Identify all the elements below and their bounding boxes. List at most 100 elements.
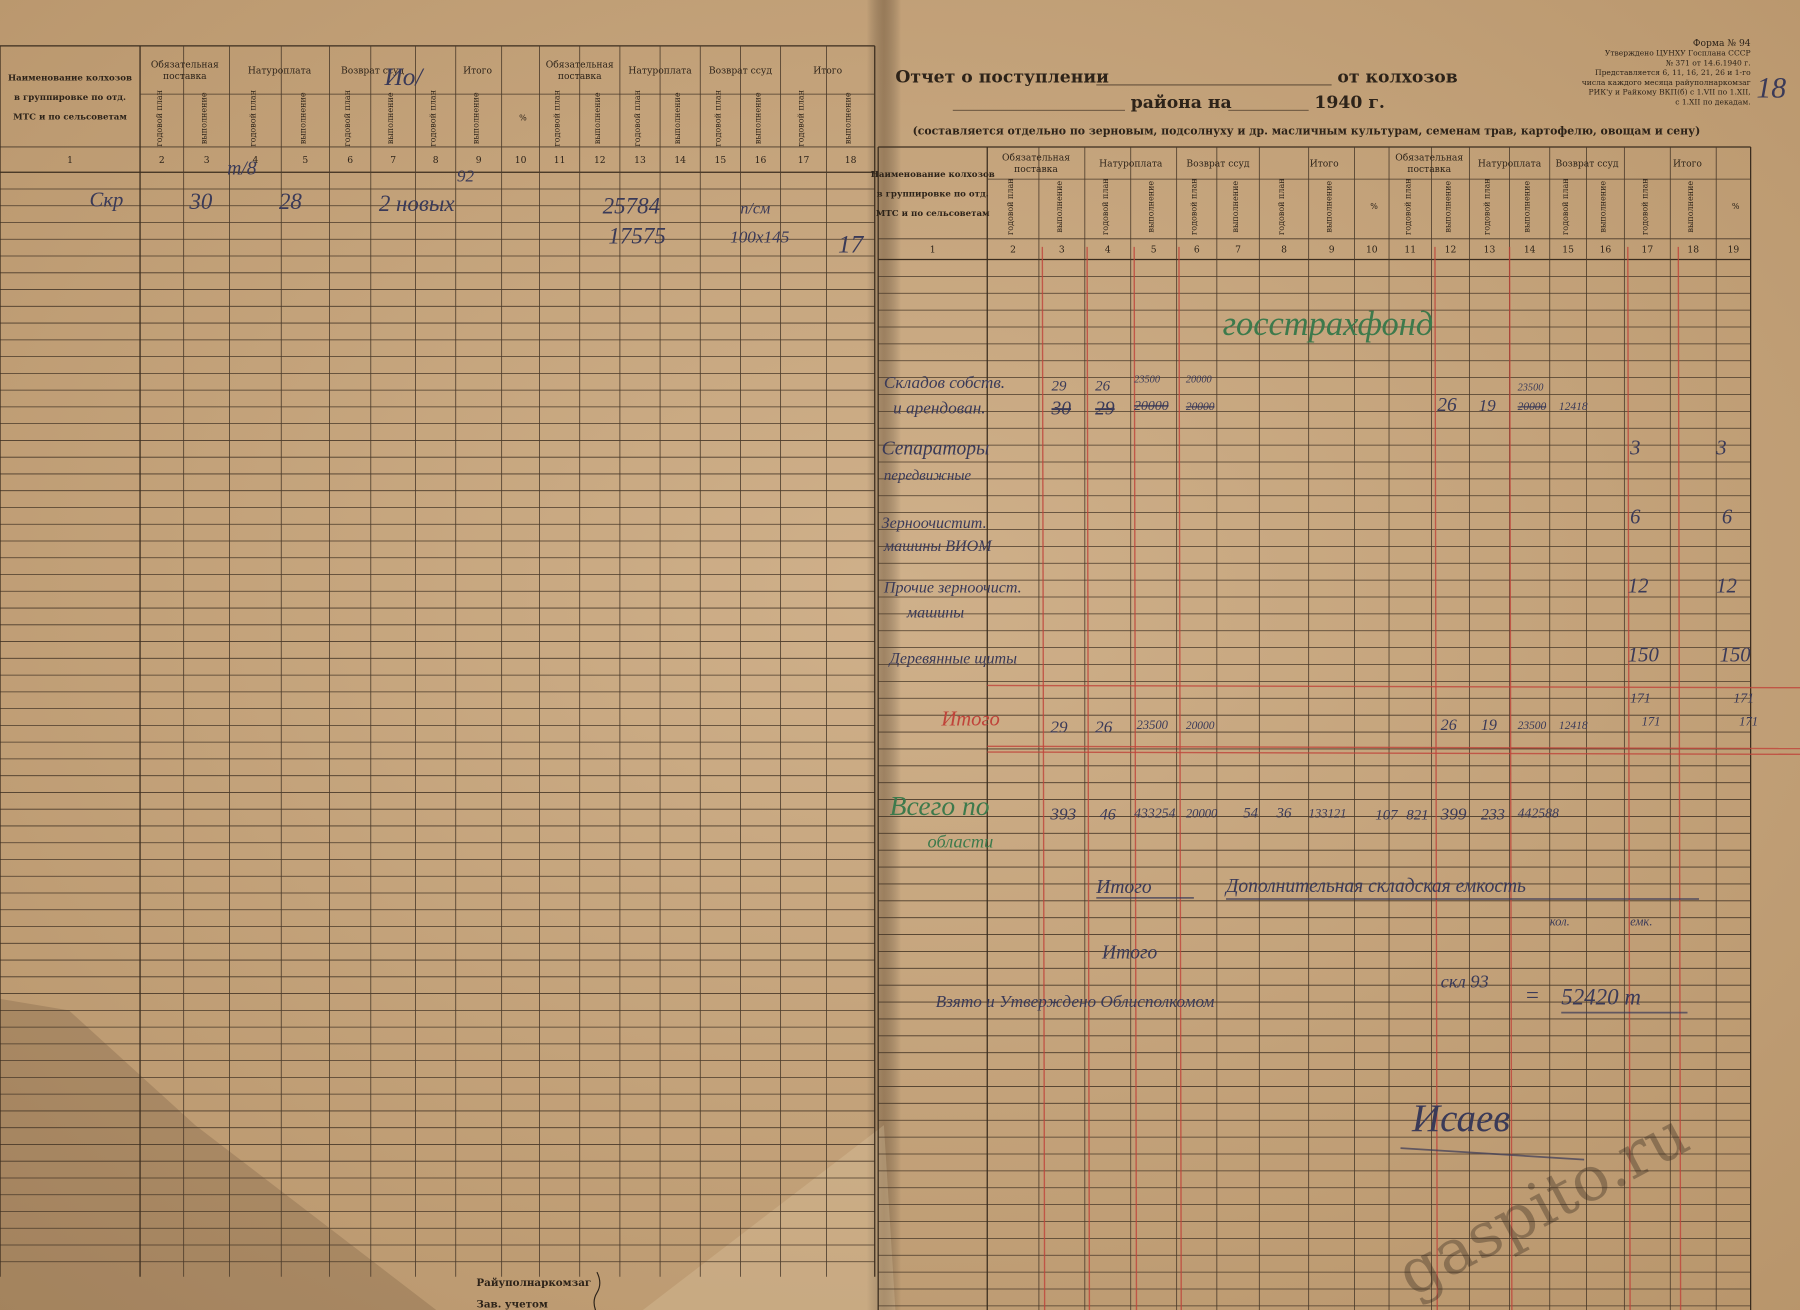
column-number: 3 xyxy=(204,155,210,166)
rule-line xyxy=(1133,246,1138,1310)
handwritten-entry: Складов собств. xyxy=(884,373,1005,392)
handwritten-entry: Взято и Утверждено Облисполкомом xyxy=(936,992,1215,1011)
handwritten-entry: 12418 xyxy=(1559,720,1588,732)
rule-line xyxy=(987,751,1800,756)
group-header: Итого xyxy=(1673,158,1702,169)
hand-underline xyxy=(1400,1147,1585,1161)
handwritten-entry: 29 xyxy=(1095,398,1115,419)
handwritten-entry: 100х145 xyxy=(730,227,790,246)
group-header: Обязательная xyxy=(546,60,614,71)
rule-line xyxy=(1086,246,1091,1310)
handwritten-entry: 19 xyxy=(1479,396,1497,415)
group-header: Обязательная xyxy=(151,60,219,71)
handwritten-entry: 12 xyxy=(1628,575,1649,597)
sub-header: % xyxy=(519,114,527,123)
column-number: 11 xyxy=(1404,245,1416,256)
column-number: 4 xyxy=(252,155,258,166)
group-header: Возврат ссуд xyxy=(1186,158,1249,169)
column-number: 5 xyxy=(1151,245,1157,256)
name-header: Наименование колхозов xyxy=(8,73,132,83)
column-number: 2 xyxy=(159,155,165,166)
handwritten-entry: 26 xyxy=(1095,717,1113,736)
handwritten-entry: 30 xyxy=(188,189,212,214)
group-header: поставка xyxy=(558,71,602,82)
column-number: 16 xyxy=(755,155,767,166)
handwritten-entry: 20000 xyxy=(1518,401,1547,413)
handwritten-entry: 30 xyxy=(1051,398,1072,419)
handwritten-entry: Скр xyxy=(90,190,124,212)
handwritten-entry: 20000 xyxy=(1186,720,1215,732)
group-header: Возврат ссуд xyxy=(341,65,404,76)
group-header: Итого xyxy=(463,65,492,76)
column-number: 7 xyxy=(390,155,396,166)
sub-header: годовой план xyxy=(713,90,722,147)
handwritten-entry: 12 xyxy=(1716,575,1737,597)
sub-header: выполнение xyxy=(673,92,682,144)
rule-line xyxy=(987,684,1800,689)
sub-header: выполнение xyxy=(1686,181,1695,233)
column-number: 18 xyxy=(845,155,857,166)
group-header: поставка xyxy=(163,71,207,82)
handwritten-entry: кол. xyxy=(1550,914,1570,928)
handwritten-entry: 107 xyxy=(1375,808,1398,824)
group-header: Натуроплата xyxy=(628,65,692,76)
handwritten-entry: Деревянные щиты xyxy=(888,651,1017,668)
handwritten-entry: 2 новых xyxy=(379,191,456,216)
handwritten-entry: 17575 xyxy=(608,223,665,248)
handwritten-entry: 26 xyxy=(1095,378,1110,394)
handwritten-entry: 171 xyxy=(1642,715,1661,729)
handwritten-entry: 171 xyxy=(1733,691,1754,706)
handwritten-entry: 18 xyxy=(1756,72,1786,105)
handwritten-entry: Зерноочистит. xyxy=(882,515,987,532)
group-header: поставка xyxy=(1407,164,1451,175)
name-header: МТС и по сельсоветам xyxy=(13,112,127,122)
handwritten-entry: передвижные xyxy=(884,468,972,484)
sub-header: годовой план xyxy=(633,90,642,147)
form-stamp-line: № 371 от 14.6.1940 г. xyxy=(1666,58,1751,67)
handwritten-entry: емк. xyxy=(1630,914,1652,928)
handwritten-entry: 29 xyxy=(1052,378,1067,394)
column-number: 14 xyxy=(674,155,686,166)
sub-header: выполнение xyxy=(386,92,395,144)
form-stamp-line: Представляется 6, 11, 16, 21, 26 и 1-го xyxy=(1595,68,1751,77)
column-number: 12 xyxy=(1445,245,1457,256)
table-rulings xyxy=(0,45,1800,1310)
handwritten-entry: 36 xyxy=(1276,805,1292,821)
handwritten-entry: машины xyxy=(906,605,964,622)
handwritten-entry: 393 xyxy=(1049,805,1076,824)
name-header: в группировке по отд. xyxy=(877,189,989,199)
group-header: Итого xyxy=(813,65,842,76)
handwritten-entry: 25784 xyxy=(603,194,660,219)
column-number: 3 xyxy=(1059,245,1065,256)
handwritten-entry: Итого xyxy=(1095,877,1152,898)
handwritten-entry: 23500 xyxy=(1136,718,1168,732)
column-number: 15 xyxy=(1562,245,1574,256)
form-stamp-line: числа каждого месяца райуполнаркомзаг xyxy=(1582,78,1751,87)
shadow xyxy=(0,998,437,1310)
sub-header: выполнение xyxy=(1598,181,1607,233)
column-number: 4 xyxy=(1105,245,1111,256)
group-header: Обязательная xyxy=(1395,153,1463,164)
form-stamp-line: с 1.XII по декадам. xyxy=(1675,97,1750,106)
column-number: 7 xyxy=(1235,245,1241,256)
column-number: 13 xyxy=(634,155,646,166)
handwritten-entry: 19 xyxy=(1481,717,1497,734)
handwritten-entry: 17 xyxy=(838,231,865,259)
sub-header: выполнение xyxy=(200,92,209,144)
rule-line xyxy=(1178,246,1182,1310)
sub-header: годовой план xyxy=(1403,178,1412,235)
column-number: 14 xyxy=(1524,245,1536,256)
sub-header: годовой план xyxy=(1190,178,1199,235)
column-number: 11 xyxy=(554,155,566,166)
column-number: 1 xyxy=(67,155,73,166)
column-number: 17 xyxy=(798,155,810,166)
group-header: Возврат ссуд xyxy=(1556,158,1619,169)
column-number: 1 xyxy=(930,245,936,256)
column-number: 19 xyxy=(1728,245,1740,256)
handwritten-entry: т/8 xyxy=(227,159,256,180)
sub-header: выполнение xyxy=(1231,181,1240,233)
sub-header: годовой план xyxy=(429,90,438,147)
